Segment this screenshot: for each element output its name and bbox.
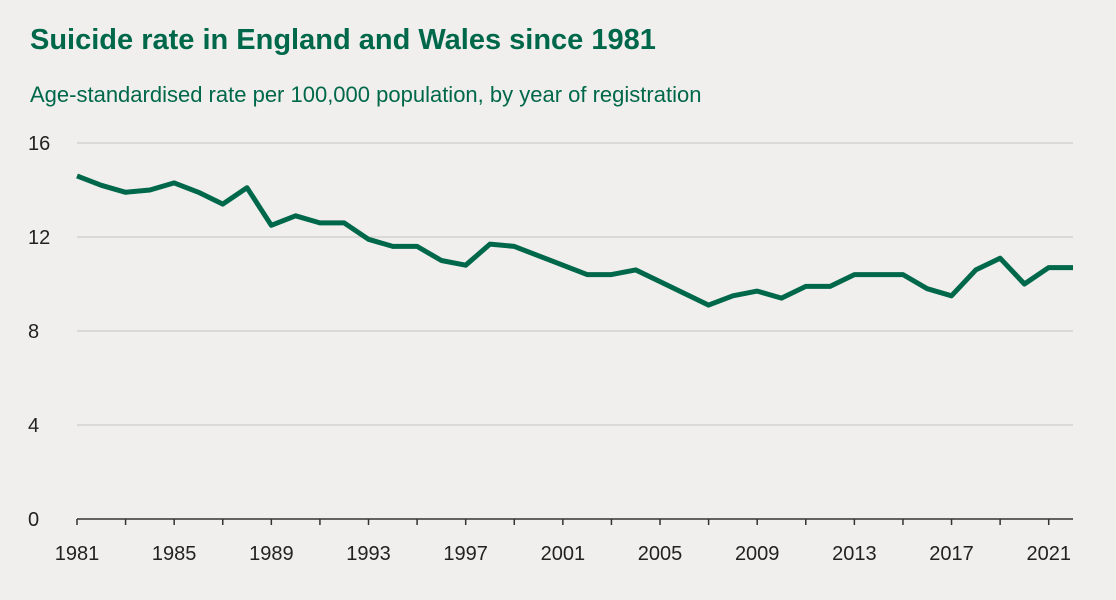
y-tick-label: 8	[28, 321, 39, 343]
series-line	[76, 173, 1073, 308]
x-tick-label: 2009	[735, 543, 780, 565]
series-group	[76, 173, 1074, 308]
x-axis-labels: 1981 1985 1989 1993 1997 2001 2005 2009 2013 2017…	[55, 543, 1071, 565]
y-tick-label: 0	[28, 509, 39, 531]
x-tick-label: 1985	[152, 543, 197, 565]
chart-title: Suicide rate in England and Wales since …	[30, 24, 656, 56]
x-tick-label: 1997	[443, 543, 488, 565]
y-tick-label: 16	[28, 133, 50, 155]
chart-subtitle: Age-standardised rate per 100,000 popula…	[30, 82, 702, 107]
gridlines	[77, 142, 1073, 426]
y-tick-label: 4	[28, 415, 39, 437]
x-tick-label: 2005	[638, 543, 683, 565]
x-tick-label: 1989	[249, 543, 294, 565]
y-axis-labels: 0 4 8 12 16	[28, 133, 50, 531]
x-tick-label: 2001	[541, 543, 586, 565]
x-tick-label: 2017	[929, 543, 974, 565]
x-tick-label: 1981	[55, 543, 100, 565]
x-axis	[76, 518, 1073, 525]
x-tick-label: 1993	[346, 543, 391, 565]
y-tick-label: 12	[28, 227, 50, 249]
x-tick-label: 2021	[1026, 543, 1071, 565]
x-tick-label: 2013	[832, 543, 877, 565]
